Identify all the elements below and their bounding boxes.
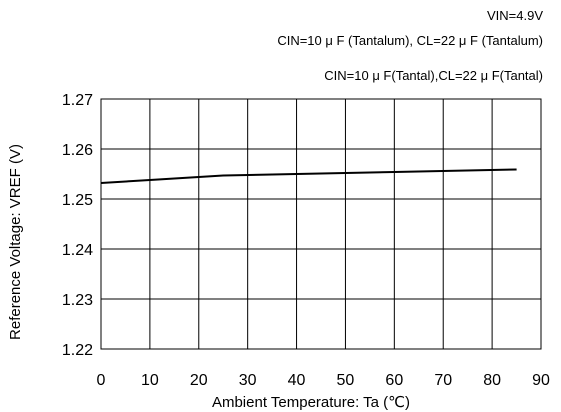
y-axis-label: Reference Voltage: VREF (V) — [7, 144, 24, 340]
y-tick-label: 1.26 — [62, 142, 93, 159]
x-tick-label: 70 — [434, 372, 452, 389]
x-tick-label: 20 — [190, 372, 208, 389]
header-vin: VIN=4.9V — [486, 8, 543, 23]
x-tick-label: 50 — [337, 372, 355, 389]
y-tick-label: 1.27 — [62, 92, 93, 109]
y-tick-label: 1.24 — [62, 242, 93, 259]
x-tick-labels: 0 10 20 30 40 50 60 70 80 90 — [97, 372, 550, 389]
y-tick-label: 1.22 — [62, 342, 93, 359]
x-tick-label: 90 — [532, 372, 550, 389]
series-line — [100, 168, 517, 184]
x-tick-label: 40 — [288, 372, 306, 389]
y-tick-label: 1.25 — [62, 192, 93, 209]
x-tick-label: 0 — [97, 372, 106, 389]
y-tick-label: 1.23 — [62, 292, 93, 309]
header-conditions: CIN=10 μ F (Tantalum), CL=22 μ F (Tantal… — [277, 33, 543, 48]
plot-frame — [100, 98, 542, 350]
x-tick-label: 80 — [483, 372, 501, 389]
grid-lines — [100, 98, 542, 350]
x-tick-label: 10 — [141, 372, 159, 389]
x-tick-label: 60 — [385, 372, 403, 389]
x-axis-label: Ambient Temperature: Ta (℃) — [212, 394, 410, 411]
x-tick-label: 30 — [239, 372, 257, 389]
y-tick-labels: 1.22 1.23 1.24 1.25 1.26 1.27 — [62, 92, 93, 359]
chart-series-caption: CIN=10 μ F(Tantal),CL=22 μ F(Tantal) — [324, 68, 543, 83]
